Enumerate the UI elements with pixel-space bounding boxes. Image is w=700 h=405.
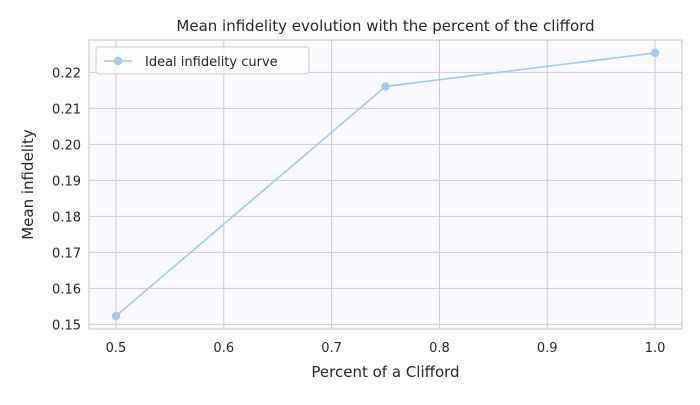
data-point <box>381 82 390 91</box>
chart-title: Mean infidelity evolution with the perce… <box>176 17 594 35</box>
series-layer <box>111 48 660 321</box>
y-tick-label: 0.17 <box>52 246 81 261</box>
x-tick-label: 0.8 <box>429 341 450 356</box>
legend: Ideal infidelity curve <box>95 46 310 75</box>
x-axis-label: Percent of a Clifford <box>311 363 459 381</box>
axes-frame <box>88 39 683 330</box>
y-tick-label: 0.22 <box>52 66 81 81</box>
y-tick-label: 0.19 <box>52 174 81 189</box>
x-tick-label: 0.6 <box>213 341 234 356</box>
y-axis-label: Mean infidelity <box>19 129 37 240</box>
legend-box <box>95 46 310 75</box>
data-point <box>650 48 660 58</box>
x-tick-label: 0.5 <box>106 341 127 356</box>
grid <box>89 40 682 329</box>
y-tick-label: 0.18 <box>52 210 81 225</box>
y-tick-label: 0.20 <box>52 138 81 153</box>
legend-label: Ideal infidelity curve <box>145 55 278 70</box>
axes-border <box>88 39 683 330</box>
data-point <box>111 311 121 321</box>
x-tick-label: 0.9 <box>537 341 558 356</box>
x-tick-label: 1.0 <box>645 341 666 356</box>
y-tick-label: 0.15 <box>52 318 81 333</box>
y-axis-ticks: 0.15 0.16 0.17 0.18 0.19 0.20 0.21 0.22 <box>52 66 81 333</box>
y-tick-label: 0.21 <box>52 102 81 117</box>
y-tick-label: 0.16 <box>52 282 81 297</box>
x-axis-ticks: 0.5 0.6 0.7 0.8 0.9 1.0 <box>106 341 666 356</box>
x-tick-label: 0.7 <box>321 341 342 356</box>
legend-marker-swatch <box>113 56 123 66</box>
